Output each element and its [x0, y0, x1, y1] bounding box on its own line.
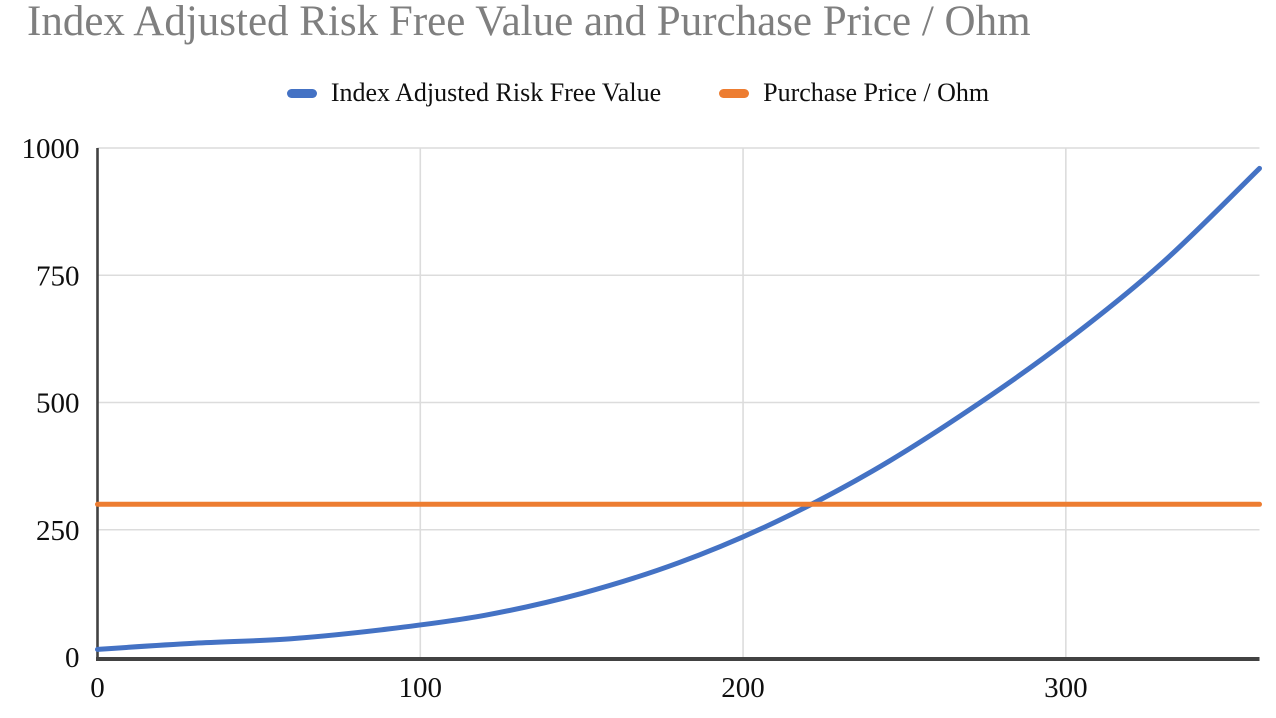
x-tick-label-300: 300: [1044, 672, 1088, 704]
x-tick-label-200: 200: [721, 672, 765, 704]
chart-title: Index Adjusted Risk Free Value and Purch…: [27, 0, 1031, 45]
y-tick-label-250: 250: [36, 515, 80, 547]
x-tick-label-100: 100: [399, 672, 443, 704]
y-tick-label-750: 750: [36, 260, 80, 292]
legend: Index Adjusted Risk Free Value Purchase …: [0, 76, 1276, 110]
y-tick-label-500: 500: [36, 388, 80, 420]
legend-label-index-adjusted-risk-free-value: Index Adjusted Risk Free Value: [330, 78, 662, 107]
legend-item-index-adjusted-risk-free-value[interactable]: Index Adjusted Risk Free Value: [286, 78, 662, 108]
legend-swatch-blue: [286, 88, 317, 98]
y-tick-label-0: 0: [65, 642, 80, 674]
x-tick-label-0: 0: [90, 672, 105, 704]
legend-item-purchase-price-ohm[interactable]: Purchase Price / Ohm: [719, 78, 989, 108]
y-tick-label-1000: 1000: [22, 133, 80, 165]
legend-swatch-orange: [719, 88, 750, 98]
legend-label-purchase-price-ohm: Purchase Price / Ohm: [763, 78, 990, 107]
series-line-index-adjusted-risk-free-value: [95, 165, 1262, 652]
